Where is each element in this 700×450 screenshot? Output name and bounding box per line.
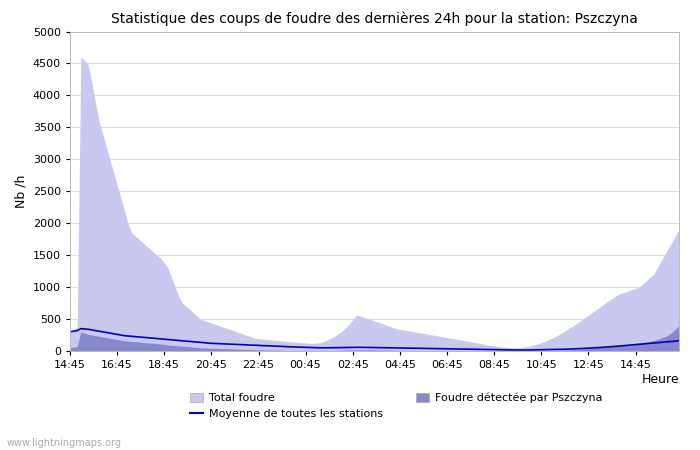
Legend: Total foudre, Moyenne de toutes les stations, Foudre détectée par Pszczyna: Total foudre, Moyenne de toutes les stat… (186, 388, 607, 424)
Text: www.lightningmaps.org: www.lightningmaps.org (7, 438, 122, 448)
Text: Heure: Heure (641, 374, 679, 387)
Y-axis label: Nb /h: Nb /h (15, 175, 27, 208)
Title: Statistique des coups de foudre des dernières 24h pour la station: Pszczyna: Statistique des coups de foudre des dern… (111, 12, 638, 26)
